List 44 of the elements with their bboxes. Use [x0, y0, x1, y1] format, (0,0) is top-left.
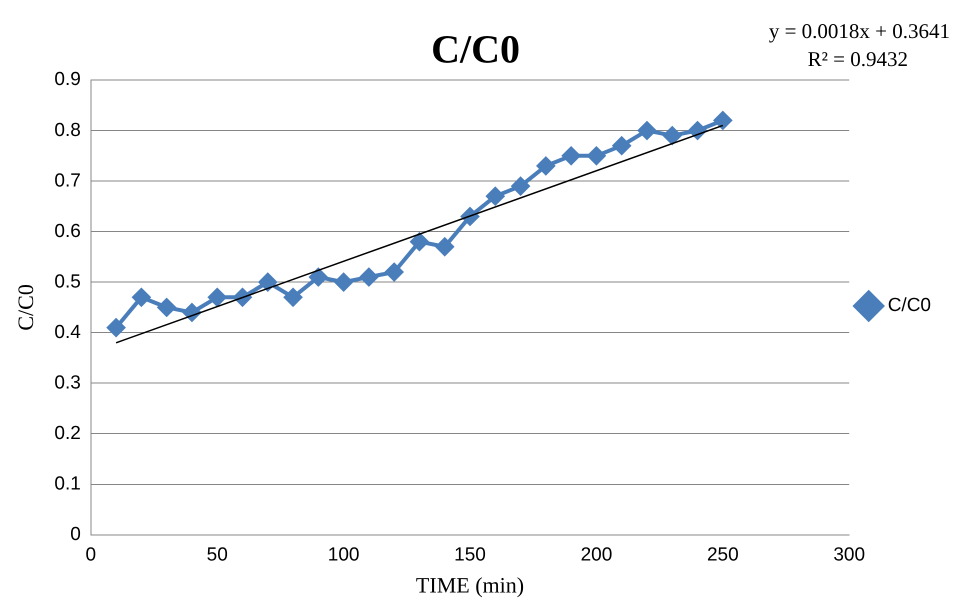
point: [334, 273, 353, 292]
point: [638, 122, 656, 140]
point: [208, 288, 226, 306]
point: [536, 156, 555, 175]
y-tick-label: 0.3: [54, 372, 81, 394]
x-tick-label: 50: [206, 544, 228, 566]
y-tick-label: 0.4: [54, 322, 82, 343]
point: [360, 268, 378, 286]
point: [663, 126, 682, 145]
point: [132, 288, 150, 306]
point: [562, 146, 580, 165]
x-tick-label: 250: [706, 544, 739, 566]
point: [714, 111, 732, 130]
x-tick-label: 100: [328, 544, 360, 566]
x-tick-label: 300: [833, 544, 866, 566]
y-axis-title: C/C0: [12, 284, 38, 331]
y-tick-label: 0: [70, 524, 81, 546]
point: [258, 273, 277, 292]
point: [512, 177, 530, 196]
point: [284, 288, 302, 306]
x-tick-label: 200: [580, 544, 612, 566]
y-tick-label: 0.8: [54, 120, 81, 141]
x-tick-label: 0: [86, 544, 96, 566]
chart-title: C/C0: [431, 26, 520, 72]
point: [309, 268, 328, 286]
text: R² = 0.9432: [808, 47, 908, 72]
point: [587, 146, 606, 165]
point: [107, 318, 126, 337]
point: [486, 187, 504, 206]
y-tick-label: 0.1: [54, 474, 81, 494]
y-tick-label: 0.2: [54, 422, 81, 444]
legend-label: C/C0: [888, 295, 932, 316]
point: [158, 298, 176, 316]
point: [385, 263, 404, 282]
text: y = 0.0018x + 0.3641: [768, 19, 950, 44]
y-tick-label: 0.6: [54, 220, 81, 242]
x-tick-label: 150: [454, 544, 486, 566]
x-axis-title: TIME (min): [416, 572, 524, 598]
y-tick-label: 0.7: [54, 170, 81, 192]
y-tick-label: 0.9: [54, 69, 81, 90]
point: [612, 136, 631, 155]
point: [410, 232, 428, 251]
y-tick-label: 0.5: [54, 271, 81, 292]
point: [436, 238, 454, 256]
